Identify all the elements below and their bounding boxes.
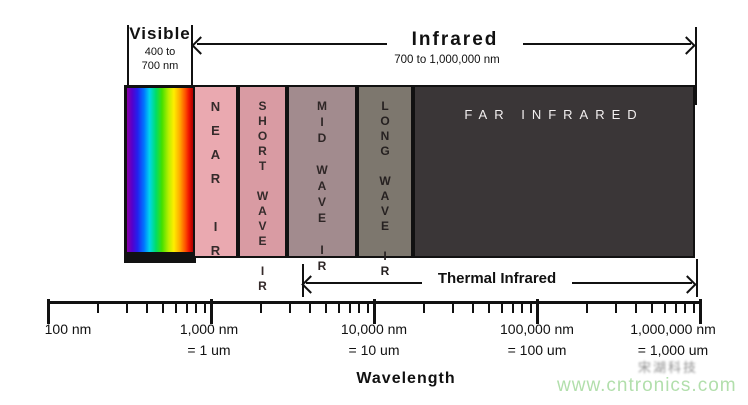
- band-long-wave-ir: LONG WAVE IR: [357, 85, 413, 279]
- infrared-range: 700 to 1,000,000 nm: [394, 54, 500, 66]
- thermal-arrow-right-head-icon: [678, 275, 697, 294]
- ruler-label-nm: 10,000 nm: [340, 321, 408, 337]
- ruler-major-tick: [699, 299, 702, 324]
- visible-range-line1: 400 to: [144, 46, 176, 58]
- ruler-minor-tick: [530, 302, 532, 313]
- infrared-label: Infrared: [387, 29, 523, 51]
- ruler-minor-tick: [675, 302, 677, 313]
- ruler-minor-tick: [488, 302, 490, 313]
- band-mid-wave-ir: MID WAVE IR: [287, 85, 357, 275]
- thermal-left-tick: [302, 264, 304, 297]
- ruler-minor-tick: [472, 302, 474, 313]
- ruler-minor-tick: [693, 302, 695, 313]
- ruler-minor-tick: [186, 302, 188, 313]
- infrared-arrow-right-head-icon: [677, 36, 696, 55]
- ruler-minor-tick: [97, 302, 99, 313]
- ruler-label-um: = 1,000 um: [637, 342, 709, 358]
- ruler-minor-tick: [204, 302, 206, 313]
- infrared-arrow-left-head-icon: [191, 36, 210, 55]
- ruler-minor-tick: [512, 302, 514, 313]
- ruler-major-tick: [210, 299, 213, 324]
- ruler-minor-tick: [635, 302, 637, 313]
- band-short-wave-ir-label: SHORT WAVE IR: [255, 99, 270, 294]
- ruler-minor-tick: [338, 302, 340, 313]
- thermal-right-tick: [696, 259, 698, 297]
- thermal-arrow-left-head-icon: [301, 275, 320, 294]
- ruler-label: 100,000 nm = 100 um: [500, 319, 574, 361]
- ruler-label: 1,000,000 nm = 1,000 um: [630, 319, 716, 361]
- ruler-minor-tick: [664, 302, 666, 313]
- ruler-label-um: = 100 um: [507, 342, 567, 358]
- ruler-minor-tick: [146, 302, 148, 313]
- ruler-minor-tick: [195, 302, 197, 313]
- ruler-minor-tick: [521, 302, 523, 313]
- thermal-infrared-label: Thermal Infrared: [422, 270, 572, 287]
- visible-spectrum-bar: [124, 85, 196, 263]
- ruler-label-nm: 100 nm: [44, 321, 92, 337]
- ruler-label: 100 nm: [45, 319, 92, 340]
- watermark-site-url: www.cntronics.com: [557, 375, 737, 396]
- visible-box-left-line: [127, 25, 129, 85]
- ruler-minor-tick: [309, 302, 311, 313]
- infrared-right-boundary-line: [695, 27, 697, 105]
- band-far-infrared-label: FAR INFRARED: [464, 107, 644, 122]
- wavelength-axis-title: Wavelength: [356, 370, 456, 387]
- band-far-infrared: FAR INFRARED: [413, 85, 695, 258]
- band-long-wave-ir-label: LONG WAVE IR: [378, 99, 392, 279]
- ruler-label-nm: 1,000,000 nm: [630, 321, 716, 337]
- ruler-minor-tick: [367, 302, 369, 313]
- ruler-minor-tick: [423, 302, 425, 313]
- ruler-minor-tick: [586, 302, 588, 313]
- ruler-minor-tick: [349, 302, 351, 313]
- visible-range-line2: 700 nm: [141, 60, 179, 72]
- ruler-label: 10,000 nm = 10 um: [341, 319, 407, 361]
- ruler-minor-tick: [615, 302, 617, 313]
- ruler-minor-tick: [684, 302, 686, 313]
- ruler-label-nm: 1,000 nm: [179, 321, 239, 337]
- ruler-minor-tick: [452, 302, 454, 313]
- ruler-minor-tick: [289, 302, 291, 313]
- ruler-label-um: = 1 um: [187, 342, 231, 358]
- ruler-minor-tick: [175, 302, 177, 313]
- ruler-major-tick: [47, 299, 50, 324]
- visible-box-right-line: [191, 25, 193, 85]
- band-short-wave-ir: SHORT WAVE IR: [238, 85, 287, 294]
- ruler-minor-tick: [260, 302, 262, 313]
- ruler-minor-tick: [126, 302, 128, 313]
- ruler-major-tick: [536, 299, 539, 324]
- ruler-minor-tick: [501, 302, 503, 313]
- visible-label: Visible: [129, 24, 191, 43]
- band-near-ir-label: NEAR IR: [208, 99, 223, 267]
- ruler-minor-tick: [162, 302, 164, 313]
- watermark-chinese-text: 宋湖科技: [638, 360, 699, 375]
- ruler-minor-tick: [358, 302, 360, 313]
- ruler-label-nm: 100,000 nm: [500, 321, 574, 337]
- ruler-minor-tick: [651, 302, 653, 313]
- ruler-label-um: = 10 um: [348, 342, 400, 358]
- band-mid-wave-ir-label: MID WAVE IR: [315, 99, 329, 275]
- ruler-major-tick: [373, 299, 376, 324]
- band-near-ir: NEAR IR: [193, 85, 238, 267]
- ruler-minor-tick: [325, 302, 327, 313]
- ruler-label: 1,000 nm = 1 um: [180, 319, 238, 361]
